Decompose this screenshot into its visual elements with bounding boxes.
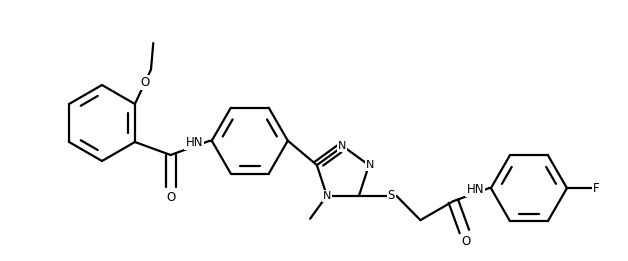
Text: HN: HN bbox=[467, 183, 484, 196]
Text: F: F bbox=[593, 182, 600, 195]
Text: O: O bbox=[140, 76, 149, 89]
Text: S: S bbox=[387, 189, 395, 202]
Text: HN: HN bbox=[185, 136, 203, 149]
Text: N: N bbox=[365, 160, 374, 170]
Text: O: O bbox=[166, 191, 175, 204]
Text: N: N bbox=[323, 191, 331, 201]
Text: N: N bbox=[338, 141, 346, 151]
Text: O: O bbox=[462, 235, 471, 248]
